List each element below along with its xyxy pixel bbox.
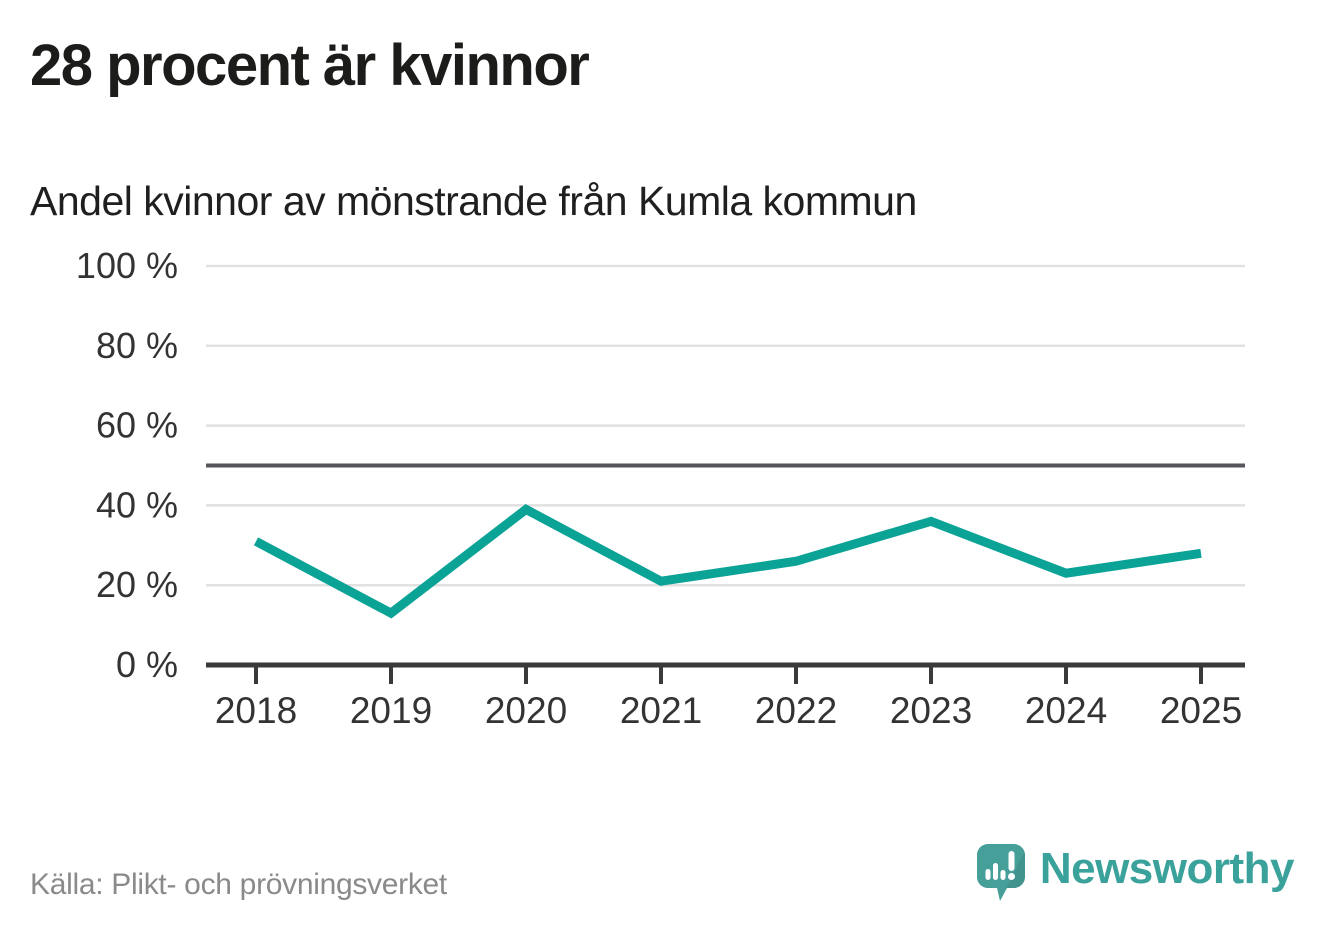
exclamation-bar-icon bbox=[1008, 851, 1015, 871]
x-axis-label: 2021 bbox=[620, 690, 702, 731]
brand-lockup: Newsworthy bbox=[976, 843, 1295, 903]
y-axis-label: 0 % bbox=[116, 644, 178, 685]
x-axis-label: 2019 bbox=[350, 690, 432, 731]
x-axis-label: 2025 bbox=[1160, 690, 1242, 731]
page-title: 28 procent är kvinnor bbox=[30, 33, 590, 98]
y-axis-label: 40 % bbox=[96, 484, 178, 525]
source-note: Källa: Plikt- och prövningsverket bbox=[30, 868, 447, 901]
data-line bbox=[253, 504, 1202, 619]
bar-icon-small bbox=[985, 869, 991, 880]
brand-name: Newsworthy bbox=[1039, 844, 1295, 893]
y-axis-label: 100 % bbox=[76, 245, 178, 286]
newsworthy-logo-icon bbox=[976, 844, 1025, 901]
chart-subtitle: Andel kvinnor av mönstrande från Kumla k… bbox=[30, 178, 917, 224]
bar-icon-tall bbox=[992, 863, 998, 880]
x-axis-label: 2022 bbox=[755, 690, 837, 731]
x-axis-label: 2020 bbox=[485, 690, 567, 731]
y-axis-label: 80 % bbox=[96, 325, 178, 366]
x-axis-label: 2024 bbox=[1025, 690, 1107, 731]
x-axis-label: 2023 bbox=[890, 690, 972, 731]
y-axis-label: 60 % bbox=[96, 405, 178, 446]
x-axis-label: 2018 bbox=[215, 690, 297, 731]
exclamation-dot-icon bbox=[1007, 873, 1015, 880]
y-axis-label: 20 % bbox=[96, 564, 178, 605]
bar-icon-medium bbox=[1000, 870, 1006, 880]
